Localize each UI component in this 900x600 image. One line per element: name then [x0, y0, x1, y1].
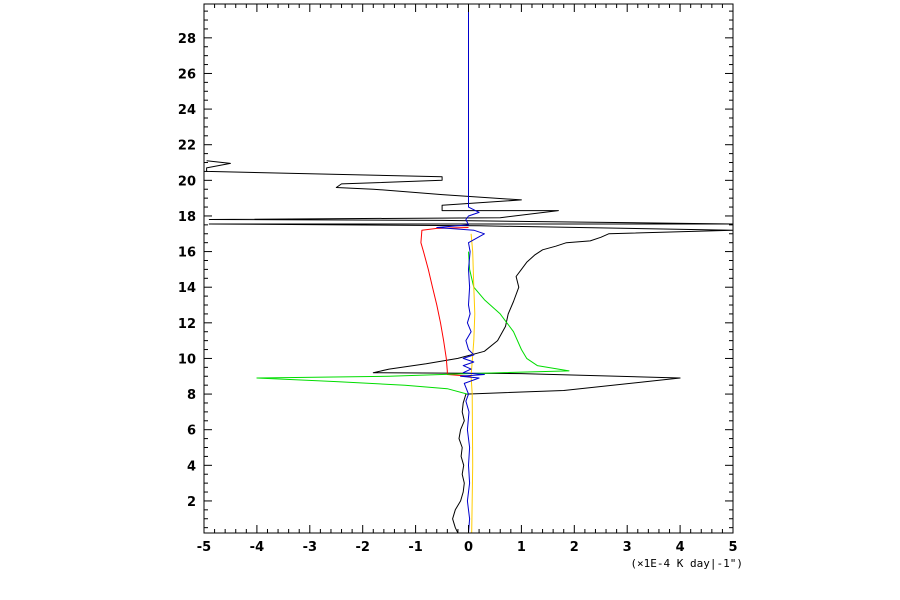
series-line-1	[206, 160, 733, 533]
x-tick-label: -4	[250, 540, 264, 555]
y-tick-label: 18	[178, 210, 196, 225]
series-line-3	[256, 251, 570, 395]
series-layer	[206, 4, 733, 533]
x-tick-label: -1	[408, 540, 422, 555]
y-tick-label: 4	[187, 459, 196, 474]
x-tick-label: 2	[570, 540, 579, 555]
y-tick-label: 20	[178, 174, 196, 189]
series-line-4	[470, 233, 476, 533]
ticks-layer	[203, 4, 734, 533]
y-tick-label: 22	[178, 139, 196, 154]
x-tick-label: -2	[355, 540, 369, 555]
y-tick-label: 6	[187, 424, 196, 439]
y-tick-label: 8	[187, 388, 196, 403]
x-tick-label: -3	[303, 540, 317, 555]
series-line-2	[420, 227, 472, 377]
y-tick-label: 12	[178, 317, 196, 332]
x-tick-label: 4	[676, 540, 685, 555]
y-tick-label: 14	[178, 281, 196, 296]
x-axis-title: (×1E-4 K day|-1")	[630, 557, 743, 570]
y-tick-label: 28	[178, 32, 196, 47]
x-tick-label: 5	[728, 540, 737, 555]
y-tick-label: 10	[178, 352, 196, 367]
x-tick-label: 3	[623, 540, 632, 555]
y-tick-label: 24	[178, 103, 196, 118]
x-tick-label: 0	[464, 540, 473, 555]
x-tick-label: -5	[197, 540, 211, 555]
series-line-5	[436, 4, 485, 533]
y-tick-label: 2	[187, 495, 196, 510]
y-tick-label: 16	[178, 246, 196, 261]
x-tick-label: 1	[517, 540, 526, 555]
y-tick-label: 26	[178, 67, 196, 82]
